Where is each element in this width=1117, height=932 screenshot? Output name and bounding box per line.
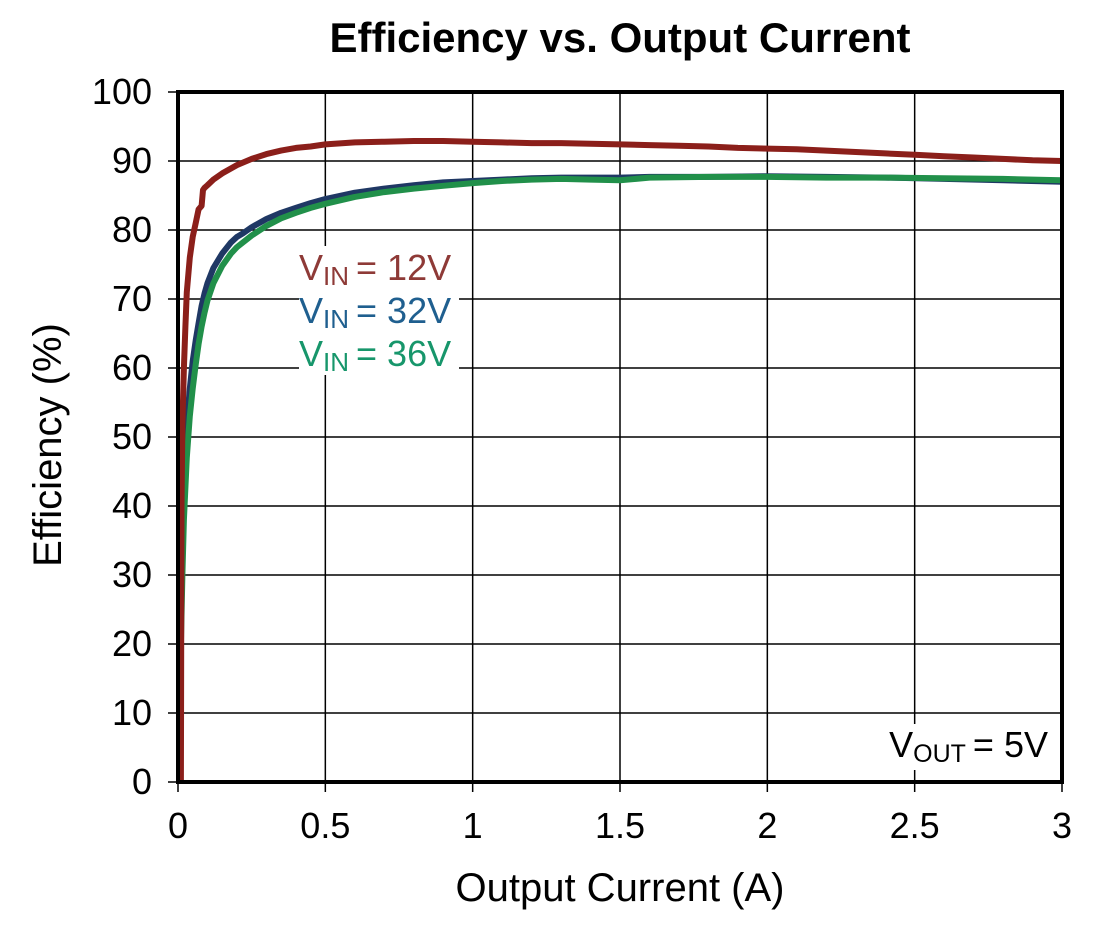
series-line-vin-36v xyxy=(176,173,1063,783)
x-tick-label: 3 xyxy=(1051,805,1073,846)
subscript: IN xyxy=(323,346,350,377)
y-tick-label: 30 xyxy=(111,554,152,595)
series-line-vin-12v xyxy=(177,138,1063,783)
vout-annotation: VOUT = 5V xyxy=(879,724,1048,770)
x-tick-label: 0 xyxy=(167,805,189,846)
y-axis-title: Efficiency (%) xyxy=(26,323,70,567)
y-tick-label: 40 xyxy=(111,485,152,526)
y-tick-label: 60 xyxy=(111,347,152,388)
legend-item-vin-32v: VIN = 32V xyxy=(299,289,460,334)
x-tick-label: 2 xyxy=(757,805,778,846)
y-tick-label: 70 xyxy=(111,278,152,319)
y-tick-label: 100 xyxy=(91,71,152,112)
y-tick-label: 0 xyxy=(131,761,152,802)
y-tick-label: 80 xyxy=(111,209,152,250)
y-tick-label: 20 xyxy=(111,623,152,664)
legend-item-vin-36v: VIN = 36V xyxy=(299,332,460,377)
chart-title: Efficiency vs. Output Current xyxy=(329,14,911,61)
x-axis-title: Output Current (A) xyxy=(455,866,785,910)
legend-item-vin-12v: VIN = 12V xyxy=(299,246,460,291)
subscript: IN xyxy=(323,303,350,334)
y-tick-label: 50 xyxy=(111,416,152,457)
y-tick-label: 90 xyxy=(111,140,152,181)
legend: VIN = 12V VIN = 32V VIN = 36V xyxy=(299,246,460,377)
x-tick-label: 0.5 xyxy=(300,805,351,846)
x-tick-label: 1.5 xyxy=(594,805,646,846)
subscript: IN xyxy=(323,260,350,291)
x-tick-label: 2.5 xyxy=(889,805,940,846)
y-tick-label: 10 xyxy=(111,692,152,733)
subscript: OUT xyxy=(913,739,966,768)
plot-border xyxy=(176,90,1064,784)
x-tick-label: 1 xyxy=(462,805,483,846)
